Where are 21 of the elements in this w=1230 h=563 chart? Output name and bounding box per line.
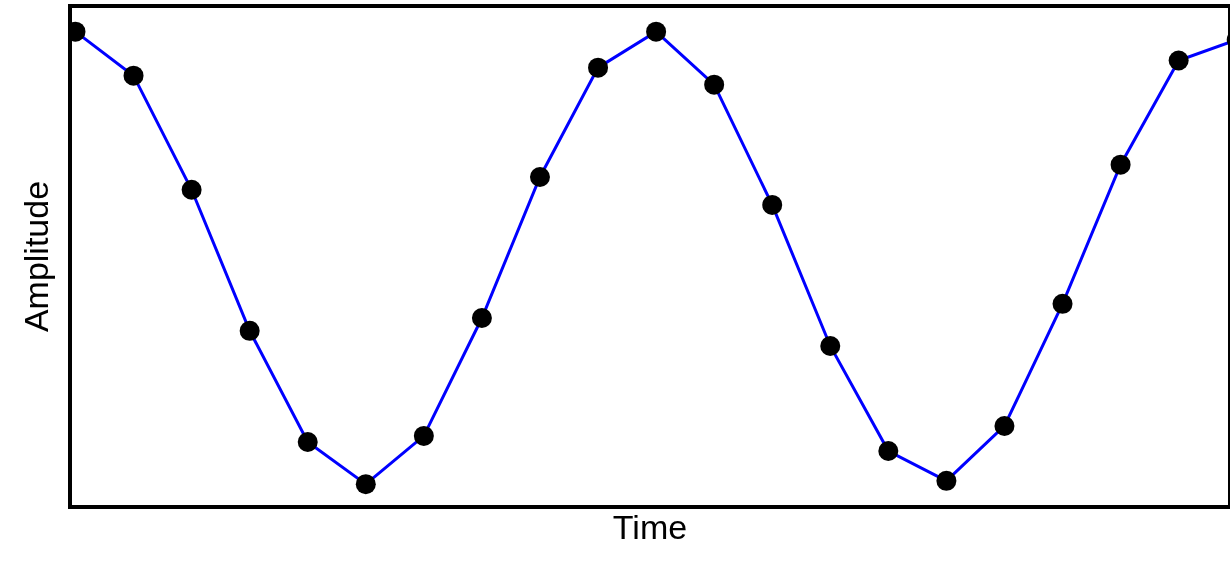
point [704, 74, 725, 95]
point [994, 415, 1015, 436]
point [646, 21, 667, 42]
point [820, 335, 841, 356]
point [471, 308, 492, 329]
point [1052, 293, 1073, 314]
point [355, 474, 376, 495]
point [239, 320, 260, 341]
point [297, 432, 318, 453]
point [762, 194, 783, 215]
x-axis-title: Time [612, 507, 688, 546]
point [1110, 154, 1131, 175]
point [878, 441, 899, 462]
point [181, 179, 202, 200]
y-axis-title: Amplitude [17, 180, 56, 333]
point [123, 65, 144, 86]
point [413, 425, 434, 446]
point [588, 57, 609, 78]
point [936, 470, 957, 491]
point [1168, 50, 1189, 71]
point [529, 166, 550, 187]
